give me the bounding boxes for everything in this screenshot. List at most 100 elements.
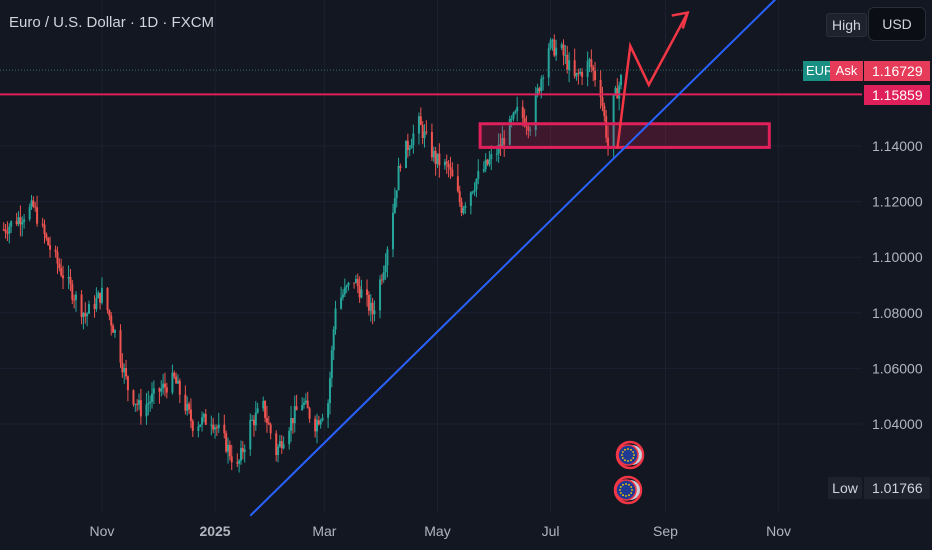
candle-body (125, 367, 128, 377)
eu-event-icon[interactable] (613, 475, 643, 505)
eu-star (619, 486, 622, 488)
candle-body (56, 252, 59, 264)
candle-body (421, 125, 424, 138)
candle-body (306, 400, 309, 409)
candle-body (356, 279, 359, 287)
eu-star (633, 454, 635, 456)
candle-body (41, 223, 44, 225)
high-button[interactable]: High (826, 13, 867, 37)
eu-star (628, 483, 630, 486)
supply-demand-zone[interactable] (478, 122, 771, 149)
candle-body (30, 200, 33, 208)
candle-body (60, 268, 63, 276)
candle-body (10, 221, 13, 227)
candle-body (132, 390, 135, 405)
candle-body (473, 189, 476, 192)
events[interactable] (613, 440, 645, 505)
price-tick-label: 1.08000 (872, 305, 923, 321)
eu-flag (615, 479, 637, 501)
candle-body (176, 380, 179, 384)
candle-body (136, 403, 139, 405)
eu-star (627, 460, 629, 462)
candle-body (214, 427, 217, 430)
candle-body (145, 404, 148, 417)
eu-star (622, 483, 624, 486)
candle-body (282, 444, 285, 449)
candle-body (303, 402, 306, 405)
candle-body (267, 422, 270, 425)
candle-body (152, 388, 155, 394)
time-tick-label: Nov (766, 523, 791, 539)
candle-body (43, 224, 46, 235)
candle-body (404, 140, 407, 168)
candle-body (495, 153, 498, 155)
currency-button[interactable]: USD (868, 7, 926, 41)
time-axis[interactable]: Nov 2025 Mar May Jul Sep Nov (90, 523, 792, 539)
candle-body (277, 446, 280, 455)
candle-body (503, 138, 506, 145)
candle-body (553, 39, 556, 56)
candle-body (262, 400, 265, 409)
candle-body (99, 292, 102, 303)
eu-star (624, 448, 626, 451)
candle-body (189, 409, 192, 421)
candle-body (86, 313, 89, 317)
candle-body (17, 217, 20, 225)
candle-body (445, 161, 448, 164)
candle-body (379, 279, 382, 311)
candle-body (315, 420, 318, 432)
candle-body (113, 330, 116, 333)
candle-body (360, 289, 363, 298)
candle-body (327, 403, 330, 418)
candle-body (265, 417, 268, 423)
candle-body (175, 376, 178, 384)
candle-body (202, 413, 205, 418)
candle-body (321, 417, 324, 421)
candle-body (328, 378, 331, 404)
candle-body (384, 265, 387, 272)
candle-body (456, 176, 459, 192)
candle-body (230, 456, 233, 463)
candle-body (100, 287, 103, 303)
candle-body (534, 93, 537, 131)
drawings[interactable] (0, 0, 862, 517)
candle-body (147, 403, 150, 405)
candle-body (112, 325, 115, 333)
candle-body (45, 234, 48, 238)
candle-body (590, 59, 593, 68)
chart-title: Euro / U.S. Dollar · 1D · FXCM (9, 14, 215, 31)
eu-star (624, 459, 626, 462)
eu-event-icon[interactable] (615, 440, 645, 470)
candle-body (188, 403, 191, 410)
candle-body (225, 433, 228, 452)
candle-body (425, 131, 428, 133)
candle-body (525, 125, 528, 127)
candle-body (256, 408, 259, 413)
candle-body (488, 159, 491, 165)
candle-body (95, 298, 98, 309)
candle-body (223, 424, 226, 434)
candle-body (23, 219, 26, 222)
trendline[interactable] (249, 0, 810, 517)
low-label[interactable]: Low (828, 477, 862, 499)
ask-price-label: 1.16729 (864, 61, 930, 81)
eu-star (619, 489, 621, 491)
candle-body (19, 217, 22, 225)
candle-body (201, 417, 204, 425)
time-tick-label: May (424, 523, 450, 539)
price-axis[interactable]: 1.04000 1.06000 1.08000 1.10000 1.12000 1.140… (872, 138, 923, 432)
time-tick-label: Mar (312, 523, 336, 539)
candle-body (395, 190, 398, 199)
candle-body (4, 229, 7, 233)
eu-star (621, 454, 623, 456)
candle-body (343, 287, 346, 295)
symbol-badge: EUR (803, 61, 831, 81)
candle-body (210, 424, 213, 426)
candle-body (579, 71, 582, 74)
projection-path[interactable] (616, 11, 689, 149)
candle-body (254, 412, 257, 426)
candle-body (251, 419, 254, 421)
time-tick-label: 2025 (199, 523, 230, 539)
